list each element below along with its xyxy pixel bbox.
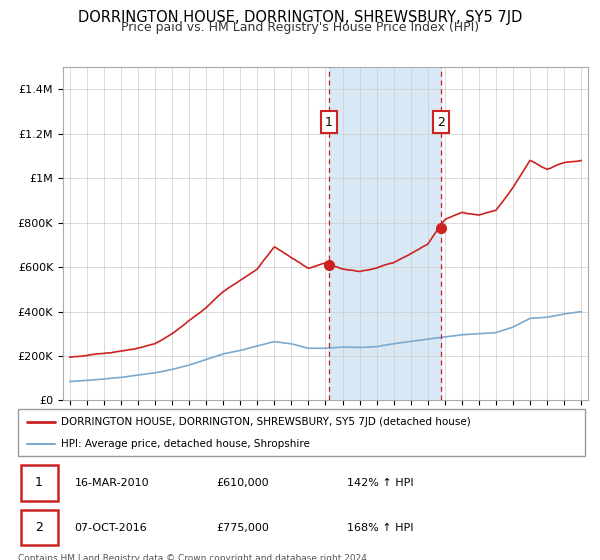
Text: £610,000: £610,000 xyxy=(217,478,269,488)
Text: 2: 2 xyxy=(35,521,43,534)
Text: 07-OCT-2016: 07-OCT-2016 xyxy=(75,523,148,533)
FancyBboxPatch shape xyxy=(21,465,58,501)
Text: Contains HM Land Registry data © Crown copyright and database right 2024.
This d: Contains HM Land Registry data © Crown c… xyxy=(18,554,370,560)
Text: 1: 1 xyxy=(325,116,333,129)
FancyBboxPatch shape xyxy=(18,409,585,456)
Bar xyxy=(329,67,441,400)
Text: DORRINGTON HOUSE, DORRINGTON, SHREWSBURY, SY5 7JD: DORRINGTON HOUSE, DORRINGTON, SHREWSBURY… xyxy=(78,10,522,25)
Text: 1: 1 xyxy=(35,477,43,489)
Text: 16-MAR-2010: 16-MAR-2010 xyxy=(75,478,149,488)
Text: DORRINGTON HOUSE, DORRINGTON, SHREWSBURY, SY5 7JD (detached house): DORRINGTON HOUSE, DORRINGTON, SHREWSBURY… xyxy=(61,417,470,427)
Text: 142% ↑ HPI: 142% ↑ HPI xyxy=(347,478,413,488)
Text: £775,000: £775,000 xyxy=(217,523,269,533)
Text: HPI: Average price, detached house, Shropshire: HPI: Average price, detached house, Shro… xyxy=(61,438,310,449)
Text: 168% ↑ HPI: 168% ↑ HPI xyxy=(347,523,413,533)
Text: Price paid vs. HM Land Registry's House Price Index (HPI): Price paid vs. HM Land Registry's House … xyxy=(121,21,479,34)
Text: 2: 2 xyxy=(437,116,445,129)
FancyBboxPatch shape xyxy=(21,510,58,545)
